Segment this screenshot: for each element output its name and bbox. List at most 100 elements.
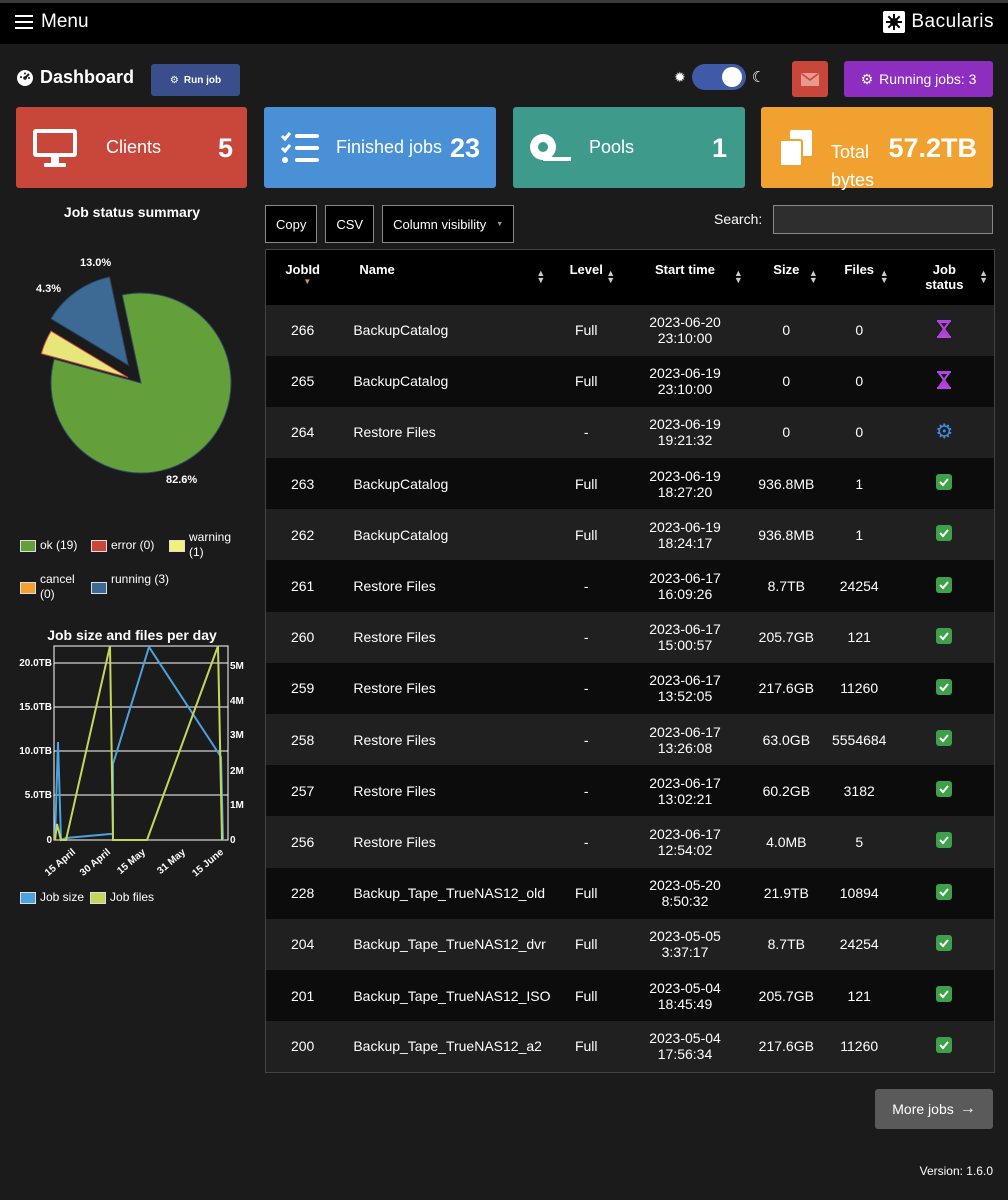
cell-size: 4.0MB xyxy=(766,833,807,850)
table-row[interactable]: 200 Backup_Tape_TrueNAS12_a2 Full 2023-05-0… xyxy=(265,1021,995,1073)
copy-button[interactable]: Copy xyxy=(265,205,318,243)
cell-files: 1 xyxy=(855,475,864,492)
y-tick: 20.0TB xyxy=(19,658,52,669)
cell-start-time: 2023-06-19 23:10:00 xyxy=(649,365,721,398)
menu-button[interactable]: Menu xyxy=(15,11,89,33)
run-job-button[interactable]: ⚙ Run job xyxy=(151,64,240,96)
table-row[interactable]: 260 Restore Files - 2023-06-17 15:00:57 205.7… xyxy=(265,611,995,663)
cell-jobid: 264 xyxy=(290,424,315,441)
running-jobs-button[interactable]: ⚙ Running jobs: 3 xyxy=(844,61,993,97)
more-jobs-button[interactable]: More jobs → xyxy=(875,1089,993,1129)
col-level[interactable]: Level ▲ ▼ xyxy=(569,262,616,285)
col-jobid[interactable]: JobId ▼ xyxy=(285,262,320,286)
cell-name: BackupCatalog xyxy=(353,322,449,339)
table-row[interactable]: 262 BackupCatalog Full 2023-06-19 18:24:17 93… xyxy=(265,509,995,561)
cell-status xyxy=(895,560,995,611)
theme-toggle[interactable]: ✹ ☾ xyxy=(674,64,765,90)
cell-size: 8.7TB xyxy=(767,578,805,595)
legend-ok[interactable]: ok (19) xyxy=(20,538,77,553)
cell-start-time: 2023-06-19 19:21:32 xyxy=(649,416,721,449)
y2-tick: 4M xyxy=(230,696,244,707)
cell-size: 60.2GB xyxy=(762,782,811,799)
table-row[interactable]: 201 Backup_Tape_TrueNAS12_ISO Full 2023-05-… xyxy=(265,969,995,1022)
column-visibility-button[interactable]: Column visibility ▼ xyxy=(382,205,515,243)
cell-jobid: 200 xyxy=(290,1038,315,1055)
moon-icon: ☾ xyxy=(751,69,766,86)
pie-label-warning: 4.3% xyxy=(36,283,61,295)
cell-status xyxy=(895,714,995,765)
csv-button[interactable]: CSV xyxy=(325,205,375,243)
messages-button[interactable] xyxy=(792,61,828,97)
pie-label-running: 13.0% xyxy=(80,257,111,269)
table-row[interactable]: 257 Restore Files - 2023-06-17 13:02:21 60.2G… xyxy=(265,765,995,817)
check-square-icon xyxy=(936,730,953,747)
search-label: Search: xyxy=(714,211,763,227)
total-bytes-tile[interactable]: Total bytes 57.2TB xyxy=(761,107,993,190)
cell-level: Full xyxy=(574,475,598,492)
y2-tick: 1M xyxy=(230,800,244,811)
pie-slice-ok[interactable] xyxy=(50,292,232,474)
cell-jobid: 266 xyxy=(290,322,315,339)
x-tick: 15 May xyxy=(115,847,148,877)
table-row[interactable]: 204 Backup_Tape_TrueNAS12_dvr Full 2023-05-… xyxy=(265,918,995,970)
y-tick: 5.0TB xyxy=(25,790,52,801)
col-size[interactable]: Size ▲ ▼ xyxy=(773,262,818,285)
legend-error[interactable]: error (0) xyxy=(91,538,154,553)
cell-jobid: 259 xyxy=(290,680,315,697)
col-job-status[interactable]: Job status ▲ ▼ xyxy=(925,262,988,292)
col-files[interactable]: Files ▲ ▼ xyxy=(844,262,889,285)
table-row[interactable]: 228 Backup_Tape_TrueNAS12_old Full 2023-05-… xyxy=(265,867,995,919)
run-job-label: Run job xyxy=(183,74,222,86)
task-list-icon xyxy=(280,131,319,163)
check-square-icon xyxy=(936,986,953,1003)
pools-tile[interactable]: Pools 1 xyxy=(513,107,745,188)
cell-name: BackupCatalog xyxy=(353,373,449,390)
legend-job-size[interactable]: Job size xyxy=(40,890,85,904)
cell-level: Full xyxy=(574,987,598,1004)
table-row[interactable]: 258 Restore Files - 2023-06-17 13:26:08 63.0G… xyxy=(265,714,995,766)
legend-running[interactable]: running (3) xyxy=(91,572,171,594)
pie-slice-warning[interactable] xyxy=(40,330,129,378)
table-row[interactable]: 256 Restore Files - 2023-06-17 12:54:02 4.0MB… xyxy=(265,816,995,868)
theme-switch[interactable] xyxy=(691,64,746,90)
pie-slice-running[interactable] xyxy=(50,276,129,367)
cell-files: 0 xyxy=(855,322,864,339)
cell-name: Backup_Tape_TrueNAS12_ISO xyxy=(353,987,551,1004)
cell-level: - xyxy=(583,731,589,748)
table-header-row: JobId ▼ Name ▲ ▼ Level ▲ ▼ Start time ▲ ▼ Size ▲… xyxy=(265,249,995,305)
table-row[interactable]: 266 BackupCatalog Full 2023-06-20 23:10:00 0 0 xyxy=(265,304,995,356)
logo-text: Bacularis xyxy=(911,11,994,32)
table-row[interactable]: 261 Restore Files - 2023-06-17 16:09:26 8.7TB… xyxy=(265,560,995,612)
legend-job-size-swatch[interactable] xyxy=(20,892,36,904)
table-row[interactable]: 264 Restore Files - 2023-06-19 19:21:32 0 0 ⚙ xyxy=(265,406,995,459)
cell-level: Full xyxy=(574,322,598,339)
legend-job-files[interactable]: Job files xyxy=(110,890,155,904)
legend-warning[interactable]: warning (1) xyxy=(169,530,249,560)
y-tick: 0 xyxy=(46,835,52,846)
col-start-time[interactable]: Start time ▲ ▼ xyxy=(655,262,743,285)
cell-level: - xyxy=(583,424,589,441)
table-row[interactable]: 263 BackupCatalog Full 2023-06-19 18:27:20 93… xyxy=(265,458,995,510)
table-row[interactable]: 259 Restore Files - 2023-06-17 13:52:05 217.6… xyxy=(265,662,995,714)
line-chart-title: Job size and files per day xyxy=(47,627,217,643)
cell-files: 0 xyxy=(855,373,864,390)
cell-level: - xyxy=(583,782,589,799)
cell-status xyxy=(895,919,995,970)
sun-icon: ✹ xyxy=(674,68,686,85)
y2-tick: 5M xyxy=(230,661,244,672)
y2-tick: 0 xyxy=(230,835,236,846)
legend-cancel[interactable]: cancel (0) xyxy=(20,572,80,602)
table-row[interactable]: 265 BackupCatalog Full 2023-06-19 23:10:00 0 0 xyxy=(265,355,995,407)
cell-jobid: 263 xyxy=(290,475,315,492)
clients-tile[interactable]: Clients 5 xyxy=(16,107,247,188)
cell-size: 8.7TB xyxy=(767,936,805,953)
legend-job-files-swatch[interactable] xyxy=(90,892,107,904)
cell-size: 205.7GB xyxy=(758,987,814,1004)
finished-jobs-tile[interactable]: Finished jobs 23 xyxy=(264,107,496,188)
hourglass-icon xyxy=(937,319,952,338)
cell-status xyxy=(895,970,995,1021)
col-name[interactable]: Name ▲ ▼ xyxy=(359,262,546,285)
cell-start-time: 2023-06-19 18:27:20 xyxy=(649,467,721,500)
search-input[interactable] xyxy=(773,205,993,234)
cell-name: Restore Files xyxy=(353,731,436,748)
